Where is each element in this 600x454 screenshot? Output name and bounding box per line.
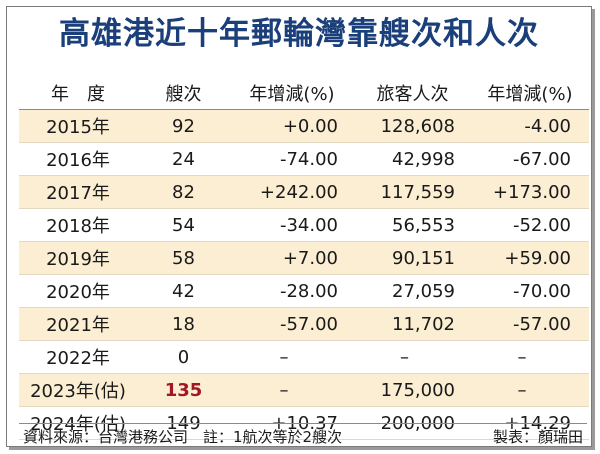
cell-pax-change: -57.00 [512,313,571,335]
table-row: 2019年 58 +7.00 90,151 +59.00 [19,241,589,275]
cell-ships: 0 [177,346,190,368]
source-note: 資料來源：台灣港務公司 註：1航次等於2艘次 [23,428,343,446]
credit-note: 製表：顏瑞田 [492,428,583,446]
table-row: 2018年 54 -34.00 56,553 -52.00 [19,208,589,242]
cell-pax-change: -4.00 [524,115,571,137]
cell-ships: 54 [172,214,195,236]
cell-year: 2023年(估) [30,381,126,402]
cell-year: 2017年 [46,183,110,204]
table-row: 2015年 92 +0.00 128,608 -4.00 [19,109,589,143]
cell-ship-change: – [279,379,289,401]
table-row: 2016年 24 -74.00 42,998 -67.00 [19,142,589,176]
cell-pax-change: -67.00 [512,148,571,170]
cell-ship-change: +242.00 [259,181,338,203]
table-row: 2017年 82 +242.00 117,559 +173.00 [19,175,589,209]
cell-passengers: 128,608 [380,115,455,137]
cruise-data-table: 年 度 艘次 年增減(%) 旅客人次 年增減(%) 2015年 92 +0.00… [19,77,589,440]
cell-passengers: 117,559 [380,181,455,203]
table-row: 2021年 18 -57.00 11,702 -57.00 [19,307,589,341]
cell-year: 2024年(估) [30,414,126,435]
cell-year: 2015年 [46,117,110,138]
cell-ship-change: -74.00 [279,148,338,170]
cell-ship-change: -34.00 [279,214,338,236]
cell-passengers: 175,000 [380,379,455,401]
cell-year: 2018年 [46,216,110,237]
cell-ships-highlight: 135 [164,379,203,401]
cell-passengers: 27,059 [392,280,455,302]
cell-passengers: – [400,346,409,368]
table-row: 2023年(估) 135 – 175,000 – [19,373,589,407]
cell-ships: 58 [172,247,195,269]
cell-ships: 92 [172,115,195,137]
header-passengers: 旅客人次 [354,77,471,110]
cell-ships: 42 [172,280,195,302]
table-row: 2022年 0 – – – [19,340,589,374]
cell-pax-change: -70.00 [512,280,571,302]
cell-pax-change: +59.00 [504,247,571,269]
cell-year: 2020年 [46,282,110,303]
cell-ships: 82 [172,181,195,203]
cell-pax-change: – [517,379,527,401]
cell-passengers: 90,151 [392,247,455,269]
cell-year: 2019年 [46,249,110,270]
cell-pax-change: -52.00 [512,214,571,236]
cell-pax-change: – [517,346,527,368]
cell-ship-change: – [279,346,289,368]
cell-ship-change: +0.00 [282,115,338,137]
header-row: 年 度 艘次 年增減(%) 旅客人次 年增減(%) [19,77,589,110]
cell-year: 2021年 [46,315,110,336]
header-ship-change: 年增減(%) [230,77,354,110]
header-pax-change: 年增減(%) [471,77,589,110]
header-ships: 艘次 [137,77,230,110]
cell-ships: 24 [172,148,195,170]
table-footer: 資料來源：台灣港務公司 註：1航次等於2艘次 製表：顏瑞田 [19,423,587,446]
cell-ships: 18 [172,313,195,335]
header-year: 年 度 [19,77,137,110]
cell-year: 2022年 [46,348,110,369]
cell-passengers: 42,998 [392,148,455,170]
cell-ship-change: -57.00 [279,313,338,335]
cell-passengers: 11,702 [392,313,455,335]
cell-passengers: 56,553 [392,214,455,236]
cell-year: 2016年 [46,150,110,171]
cell-pax-change: +173.00 [492,181,571,203]
cell-ship-change: -28.00 [279,280,338,302]
table-card: 高雄港近十年郵輪灣靠艘次和人次 年 度 艘次 年增減(%) 旅客人次 年增減(%… [6,6,592,447]
cell-ship-change: +7.00 [282,247,338,269]
table-title: 高雄港近十年郵輪灣靠艘次和人次 [59,16,539,52]
table-row: 2020年 42 -28.00 27,059 -70.00 [19,274,589,308]
